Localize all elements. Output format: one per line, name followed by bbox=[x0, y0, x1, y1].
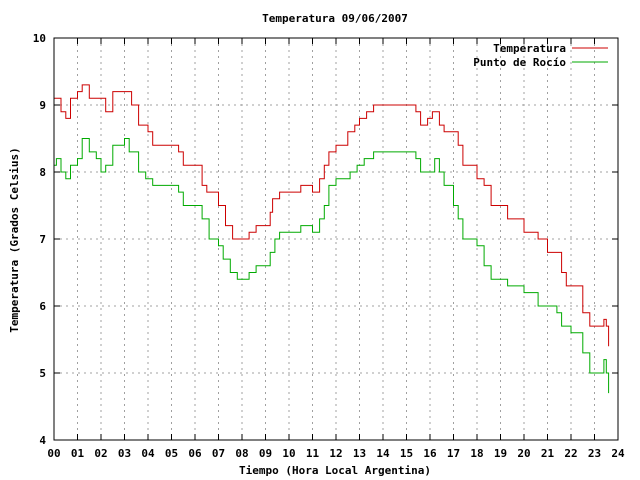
x-tick-label: 12 bbox=[329, 447, 342, 460]
x-tick-label: 22 bbox=[564, 447, 577, 460]
axis-tick-labels: 00 01 02 03 04 05 06 07 08 09 10 11 12 13 14 15 16 17 18 19… bbox=[33, 32, 625, 460]
x-tick-label: 08 bbox=[235, 447, 248, 460]
y-tick-label: 9 bbox=[39, 99, 46, 112]
chart-title: Temperatura 09/06/2007 bbox=[262, 12, 408, 25]
x-tick-label: 06 bbox=[188, 447, 202, 460]
legend-label-temperatura: Temperatura bbox=[493, 42, 566, 55]
x-tick-label: 19 bbox=[494, 447, 507, 460]
x-tick-label: 21 bbox=[541, 447, 555, 460]
x-tick-label: 03 bbox=[118, 447, 131, 460]
x-tick-label: 14 bbox=[376, 447, 390, 460]
x-tick-label: 02 bbox=[94, 447, 107, 460]
x-tick-label: 04 bbox=[141, 447, 155, 460]
x-tick-label: 11 bbox=[306, 447, 320, 460]
y-axis-label: Temperatura (Grados Celsius) bbox=[8, 147, 21, 332]
y-tick-label: 6 bbox=[39, 300, 46, 313]
x-tick-label: 13 bbox=[353, 447, 366, 460]
y-tick-label: 5 bbox=[39, 367, 46, 380]
y-tick-label: 10 bbox=[33, 32, 46, 45]
x-tick-label: 10 bbox=[282, 447, 295, 460]
x-tick-label: 17 bbox=[447, 447, 460, 460]
x-tick-label: 23 bbox=[588, 447, 601, 460]
x-tick-label: 01 bbox=[71, 447, 85, 460]
x-tick-label: 09 bbox=[259, 447, 272, 460]
legend-label-punto-de-rocio: Punto de Rocío bbox=[473, 56, 566, 69]
x-tick-label: 18 bbox=[470, 447, 483, 460]
x-axis-label: Tiempo (Hora Local Argentina) bbox=[239, 464, 431, 477]
x-tick-label: 07 bbox=[212, 447, 225, 460]
x-tick-label: 15 bbox=[400, 447, 413, 460]
axis-ticks bbox=[53, 37, 619, 441]
x-tick-label: 20 bbox=[517, 447, 530, 460]
x-tick-label: 16 bbox=[423, 447, 437, 460]
y-tick-label: 7 bbox=[39, 233, 46, 246]
x-tick-label: 24 bbox=[611, 447, 625, 460]
y-tick-label: 8 bbox=[39, 166, 46, 179]
y-tick-label: 4 bbox=[39, 434, 46, 447]
x-tick-label: 05 bbox=[165, 447, 178, 460]
series-line-temperatura bbox=[54, 84, 610, 347]
series-lines bbox=[54, 84, 610, 394]
x-tick-label: 00 bbox=[47, 447, 60, 460]
legend: Temperatura Punto de Rocío bbox=[473, 42, 608, 69]
series-line-punto-de-rocio bbox=[54, 138, 610, 394]
